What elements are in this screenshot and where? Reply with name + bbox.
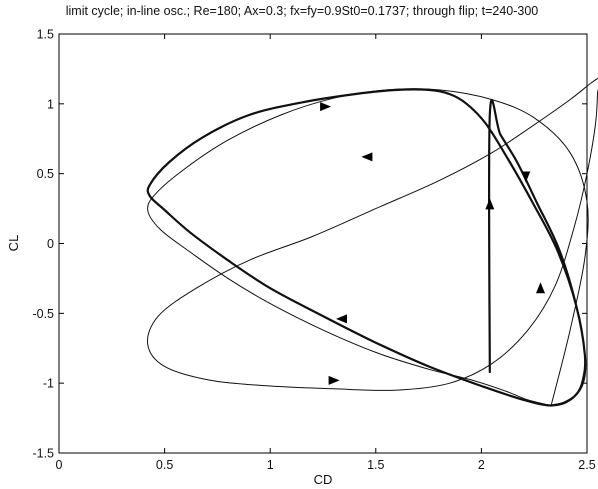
arrowhead-icon — [328, 375, 340, 385]
y-axis-label: CL — [6, 235, 21, 252]
arrowhead-icon — [320, 102, 332, 112]
y-tick-label: -1 — [43, 377, 54, 391]
x-tick-label: 1.5 — [367, 458, 384, 472]
x-tick-label: 0.5 — [156, 458, 173, 472]
arrowhead-icon — [521, 171, 531, 183]
chart-title: limit cycle; in-line osc.; Re=180; Ax=0.… — [66, 4, 539, 18]
x-tick-label: 2 — [478, 458, 485, 472]
y-tick-label: -1.5 — [32, 447, 54, 461]
arrowhead-icon — [361, 152, 373, 162]
y-tick-label: 1 — [47, 97, 54, 111]
arrowhead-icon — [536, 282, 545, 294]
arrowhead-icon — [336, 314, 347, 324]
y-tick-label: 0 — [47, 237, 54, 251]
plot-frame — [58, 33, 588, 454]
y-tick-label: 0.5 — [37, 167, 54, 181]
x-tick-label: 2.5 — [578, 458, 595, 472]
direction-arrows — [320, 102, 545, 385]
y-tick-label: 1.5 — [37, 28, 54, 42]
arrowhead-icon — [485, 198, 495, 210]
trajectory-segment-2 — [147, 88, 589, 406]
trajectory-segment-3 — [147, 77, 598, 391]
x-tick-label: 1 — [267, 458, 274, 472]
x-axis-label: CD — [314, 472, 333, 487]
axis-ticks: 0 0.5 1 1.5 2 2.5 -1.5 -1 -0.5 0 0.5 1 1.5 — [32, 28, 595, 473]
trajectory-segment-1 — [146, 88, 587, 407]
curves — [146, 77, 598, 407]
y-tick-label: -0.5 — [32, 307, 54, 321]
x-tick-label: 0 — [56, 458, 63, 472]
